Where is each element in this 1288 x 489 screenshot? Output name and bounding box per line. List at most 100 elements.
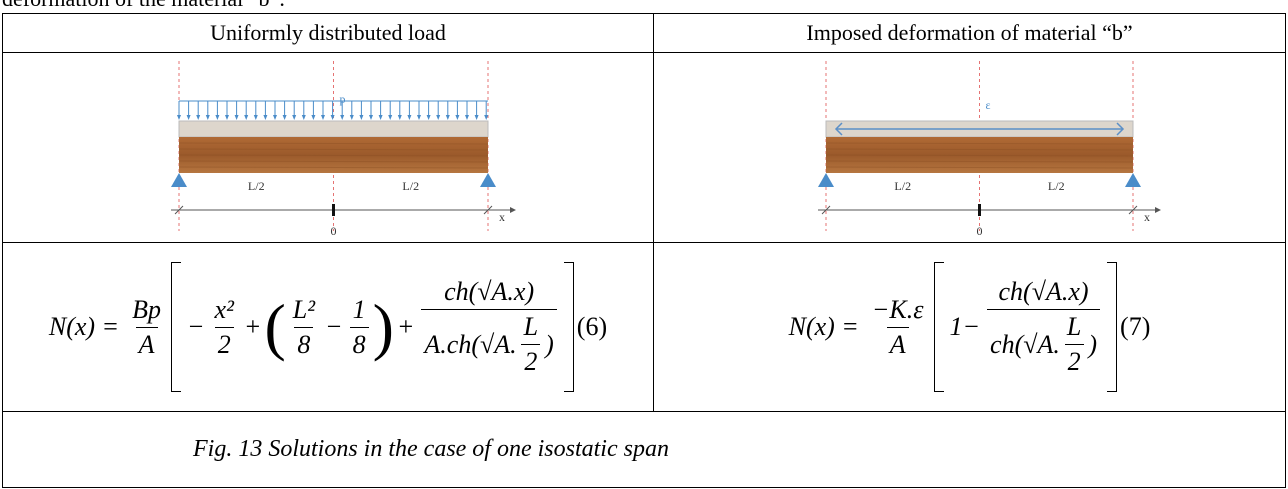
denominator: 2 <box>521 344 541 377</box>
axis-label: x <box>499 210 505 224</box>
wood-grain <box>178 154 489 157</box>
wood-grain <box>178 166 489 169</box>
numerator: x² <box>212 295 237 327</box>
equation: N(x) = Bp A − x² 2 +(L² 8−1 8) + ch(√A.x) A.ch(√A. L… <box>49 262 607 392</box>
beam-diagram: p L/2 L/2 0 x <box>171 61 516 238</box>
wood-grain <box>825 142 1134 145</box>
load-arrow-head <box>244 115 249 120</box>
origin-mark <box>978 204 981 216</box>
load-arrow-head <box>177 115 181 120</box>
math-text: −K.ε <box>871 294 924 324</box>
math-text: A <box>138 329 155 359</box>
numerator: ch(√A.x) <box>996 277 1092 309</box>
load-arrow-head <box>321 115 325 120</box>
header-cell: Uniformly distributed load <box>2 13 654 53</box>
support <box>171 173 187 187</box>
beam-diagram: ε L/2 L/2 0 x <box>818 61 1161 238</box>
load-arrow-head <box>349 115 354 120</box>
dim-tick <box>174 205 184 215</box>
load-arrow-head <box>273 115 277 120</box>
support <box>1125 173 1141 187</box>
wood-grain <box>825 148 1134 151</box>
bracket-left <box>171 262 181 392</box>
span-label: L/2 <box>894 179 911 193</box>
math-text: L <box>1066 312 1082 341</box>
numerator: L <box>1064 312 1084 344</box>
span-label: L/2 <box>1048 179 1065 193</box>
wood-grain <box>825 166 1134 169</box>
math-text: ch(√A. <box>990 329 1060 359</box>
denominator: 8 <box>349 326 369 360</box>
equation-cell: N(x) = Bp A − x² 2 +(L² 8−1 8) + ch(√A.x) A.ch(√A. L… <box>2 242 654 412</box>
math-text: − <box>325 312 343 341</box>
load-arrow-head <box>253 115 258 120</box>
numerator: L² <box>290 295 318 327</box>
origin-label: 0 <box>331 224 337 238</box>
load-arrow-head <box>186 115 191 120</box>
wood-grain <box>178 148 489 151</box>
math-text: 8 <box>352 329 366 359</box>
x-arrow <box>1155 207 1161 213</box>
denominator: A.ch(√A. L 2) <box>421 309 557 377</box>
bracket-left <box>933 262 944 392</box>
denominator: A <box>135 326 158 360</box>
equation: N(x) = −K.ε A 1− ch(√A.x) ch(√A. L 2) (7) <box>788 262 1151 392</box>
load-arrow-head <box>301 115 306 120</box>
math-text: + <box>243 312 262 341</box>
fraction: ch(√A.x) ch(√A. L 2) <box>987 277 1101 377</box>
caption: Fig. 13 Solutions in the case of one iso… <box>2 411 1286 488</box>
math-text: + <box>396 312 415 341</box>
intro-text: deformation of the material “b”. <box>2 0 285 12</box>
figure-cell: ε L/2 L/2 0 x <box>653 52 1286 243</box>
load-arrow-head <box>388 115 393 120</box>
equation-lhs: N(x) = <box>788 312 859 341</box>
equation-cell: N(x) = −K.ε A 1− ch(√A.x) ch(√A. L 2) (7) <box>653 242 1286 412</box>
load-arrow-head <box>397 115 402 120</box>
fraction: L² 8 <box>290 295 318 360</box>
wood-beam <box>179 137 488 173</box>
math-text: 1− <box>949 312 981 341</box>
origin-mark <box>332 204 335 216</box>
load-arrow-head <box>292 115 297 120</box>
support <box>818 173 834 187</box>
figure-cell: p L/2 L/2 0 x <box>2 52 654 243</box>
load-arrow-head <box>205 115 210 120</box>
denominator: 8 <box>294 326 314 360</box>
load-arrow-head <box>417 115 421 120</box>
math-text: − <box>187 312 205 341</box>
load-arrow-head <box>369 115 373 120</box>
math-text: ch(√A.x) <box>444 277 535 306</box>
load-arrow-head <box>426 115 431 120</box>
dim-tick <box>483 205 493 215</box>
numerator: Bp <box>129 295 164 327</box>
load-arrow-head <box>484 115 489 120</box>
wood-grain <box>178 142 489 145</box>
math-text: A.ch(√A. <box>424 329 517 359</box>
strain-end <box>834 122 1125 136</box>
equation-number: (7) <box>1120 312 1151 341</box>
numerator: 1 <box>350 295 369 327</box>
x-arrow <box>510 207 516 213</box>
load-arrow-head <box>215 115 220 120</box>
math-text: ch(√A.x) <box>998 277 1089 306</box>
fraction: −K.ε A <box>869 295 927 360</box>
load-arrow-head <box>225 115 229 120</box>
load-arrow-head <box>330 115 335 120</box>
load-arrow-head <box>359 115 364 120</box>
math-text: x² <box>214 294 234 324</box>
axis-label: x <box>1144 210 1150 224</box>
denominator: ch(√A. L 2) <box>987 309 1101 377</box>
load-arrow-head <box>311 115 316 120</box>
fraction: ch(√A.x) A.ch(√A. L 2) <box>421 277 557 377</box>
span-label: L/2 <box>402 179 419 193</box>
wood-grain <box>178 160 489 163</box>
math-text: 2 <box>524 347 538 376</box>
load-arrow-head <box>378 115 383 120</box>
load-arrow-head <box>282 115 287 120</box>
denominator: 2 <box>1064 344 1084 377</box>
bracket-right <box>563 262 574 392</box>
load-label: ε <box>986 98 991 112</box>
math-text: 1 <box>352 294 366 324</box>
fraction: Bp A <box>129 295 164 360</box>
